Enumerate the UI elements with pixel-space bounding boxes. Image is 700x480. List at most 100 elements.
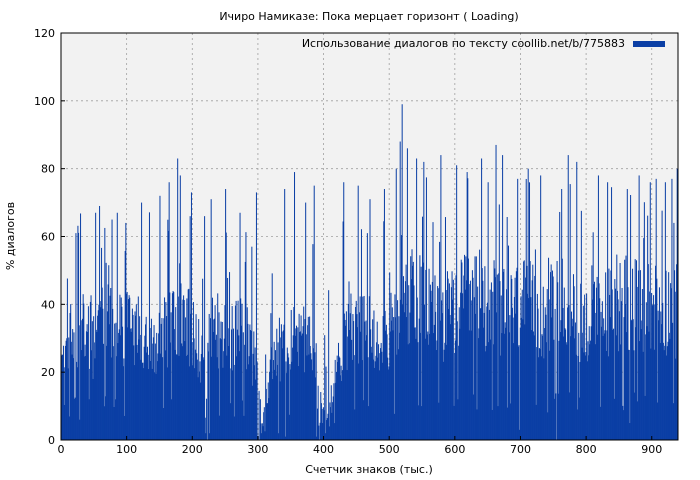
bar [440,155,442,440]
bar [239,212,241,440]
bar [504,322,506,440]
bar [620,301,622,440]
bar [634,259,636,440]
bar [344,319,346,440]
bar [366,335,368,440]
bar [139,334,141,440]
bar [345,311,347,440]
bar [485,345,487,440]
bar [67,368,69,440]
bar [584,355,586,440]
x-tick-label: 200 [182,443,203,456]
bar [299,332,301,440]
bar [614,279,616,440]
bar [567,155,569,440]
bar [652,304,654,440]
bar [672,322,674,440]
bar [676,168,678,441]
bar [491,409,493,440]
bar [490,282,492,440]
bar [514,277,516,440]
bar [290,309,292,440]
bar [175,354,177,440]
bar [412,261,414,440]
legend-label: Использование диалогов по тексту coollib… [302,37,625,50]
bar [102,308,104,440]
bar [343,313,345,440]
bar [548,257,550,440]
bar [249,324,251,440]
bar [420,266,422,440]
bar [342,221,344,440]
bar [161,318,163,440]
bar [591,265,593,440]
bar [87,332,89,440]
bar [515,271,517,440]
bar [503,268,505,440]
bar [510,275,512,440]
bar [603,318,605,440]
bar [643,238,645,440]
bar [347,336,349,440]
bar [482,280,484,440]
y-tick-label: 120 [34,27,55,40]
bar [552,276,554,440]
bar [666,346,668,440]
bar [160,353,162,440]
bar [590,326,592,440]
bar [576,409,578,440]
bar [517,346,519,440]
bar [561,189,563,440]
bar [171,293,173,440]
bar [151,368,153,440]
bar [236,329,238,440]
bar [372,359,374,440]
bar [481,268,483,440]
bar [218,312,220,440]
bar [521,317,523,440]
y-tick-label: 0 [48,434,55,447]
bar [265,354,267,440]
bar [624,304,626,440]
bar [520,296,522,440]
bar [297,366,299,440]
bar [571,326,573,440]
bar [162,408,164,440]
bar [198,319,200,440]
bar [470,330,472,440]
bar [457,399,459,440]
bar [350,293,352,440]
bar [66,338,68,440]
bar [498,273,500,440]
bar [506,217,508,440]
bar [311,359,313,440]
bar [84,344,86,440]
bar [183,300,185,440]
bar [467,258,469,440]
bar [575,354,577,440]
bar [529,182,531,440]
bar [399,141,401,440]
bar [410,256,412,440]
bar [142,362,144,440]
bar [616,290,618,440]
x-tick-label: 700 [510,443,531,456]
bar [588,326,590,440]
bar [334,359,336,440]
bar [530,297,532,440]
bar [200,353,202,440]
bar [593,284,595,440]
bar [355,300,357,440]
bar [496,274,498,440]
bar [141,202,143,440]
bar [597,334,599,440]
bar [357,327,359,440]
bar [95,329,97,440]
bar [261,423,263,440]
bar [534,275,536,440]
bar [110,357,112,440]
bar [194,368,196,440]
bar [611,289,613,440]
bar [409,312,411,440]
bar [424,338,426,440]
